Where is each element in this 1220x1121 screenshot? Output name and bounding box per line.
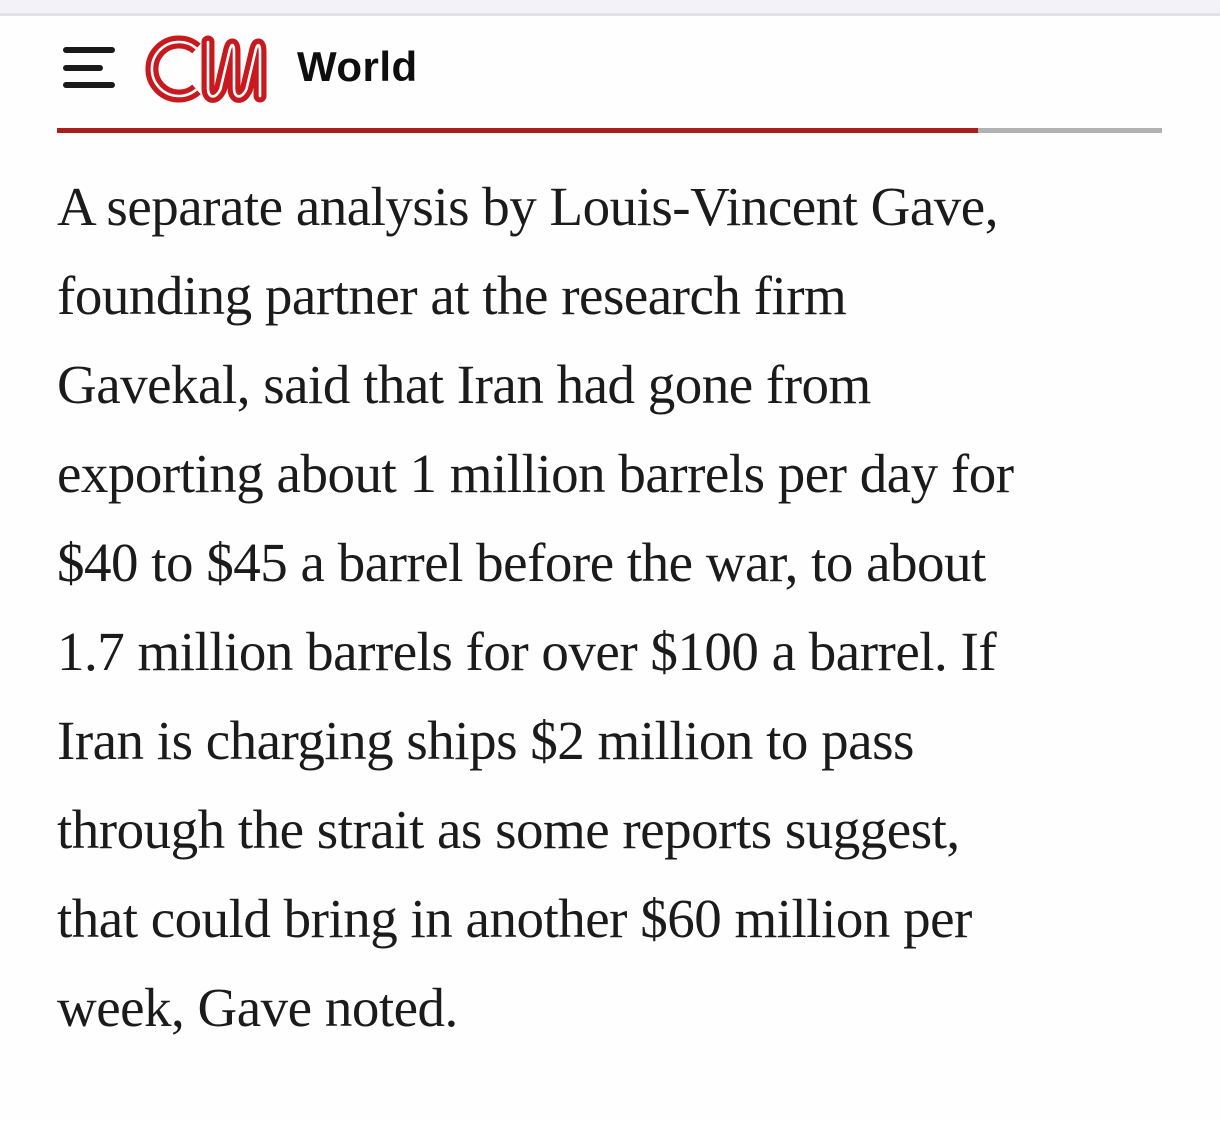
article-line: founding partner at the research firm bbox=[57, 265, 847, 326]
browser-top-strip bbox=[0, 0, 1220, 16]
cnn-logo[interactable] bbox=[145, 34, 277, 104]
article-line: 1.7 million barrels for over $100 a barr… bbox=[57, 621, 997, 682]
article-line: exporting about 1 million barrels per da… bbox=[57, 443, 1014, 504]
hamburger-icon bbox=[63, 65, 103, 71]
divider-red-segment bbox=[57, 128, 978, 133]
article-line: through the strait as some reports sugge… bbox=[57, 799, 960, 860]
article-line: week, Gave noted. bbox=[57, 977, 458, 1038]
article-line: Gavekal, said that Iran had gone from bbox=[57, 354, 871, 415]
section-title[interactable]: World bbox=[297, 43, 418, 90]
article-line: that could bring in another $60 million … bbox=[57, 888, 972, 949]
hamburger-icon bbox=[63, 82, 115, 88]
section-divider bbox=[57, 128, 1162, 133]
article-line: Iran is charging ships $2 million to pas… bbox=[57, 710, 914, 771]
hamburger-icon bbox=[63, 47, 115, 53]
divider-gray-segment bbox=[978, 128, 1162, 133]
article-line: A separate analysis by Louis-Vincent Gav… bbox=[57, 176, 998, 237]
article-body: A separate analysis by Louis-Vincent Gav… bbox=[57, 162, 1197, 1052]
article-line: $40 to $45 a barrel before the war, to a… bbox=[57, 532, 986, 593]
menu-button[interactable] bbox=[63, 45, 115, 90]
cnn-logo-icon bbox=[145, 35, 267, 103]
